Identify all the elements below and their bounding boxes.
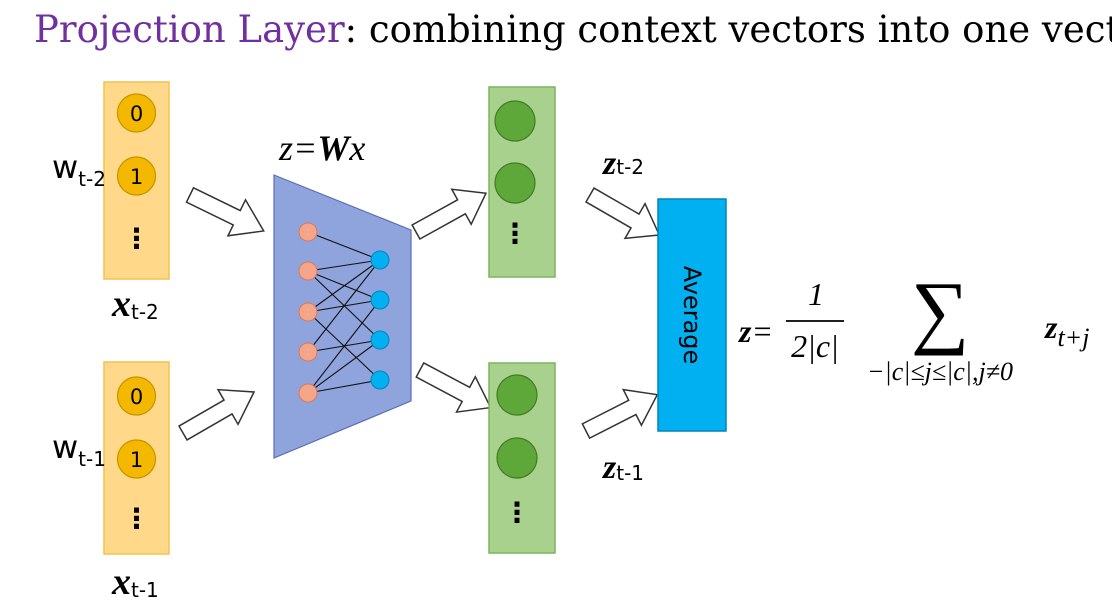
projection-connections: [307, 231, 381, 394]
output-ellipsis: ⋮: [503, 496, 531, 529]
projection-output-node: [370, 370, 390, 390]
input-vector-2: 0 1 ⋮: [103, 361, 170, 555]
input-node-1: [116, 156, 157, 196]
formula-denominator: 2|c|: [791, 328, 839, 364]
page-title: Projection Layer: combining context vect…: [34, 8, 1112, 51]
title-rest: : combining context vectors into one vec…: [344, 8, 1112, 51]
arrow-input1-to-projection: [185, 186, 265, 237]
average-label: Average: [678, 266, 706, 365]
output-vector-label-2: zt-1: [602, 449, 644, 486]
input-node-label: 1: [130, 165, 143, 189]
input-node-label: 0: [130, 102, 143, 126]
projection-input-node: [298, 261, 318, 281]
input-vector-label-1: xt-2: [111, 283, 159, 325]
arrow-output2-to-average: [581, 388, 659, 440]
input-node-1: [116, 439, 157, 479]
projection-output-node: [370, 290, 390, 310]
input-vector-label-2: xt-1: [111, 561, 159, 603]
input-vector-1: 0 1 ⋮: [103, 81, 170, 280]
input-node-label: 1: [130, 448, 143, 472]
output-vector-label-1: zt-2: [602, 145, 644, 182]
input-node-0: [116, 93, 157, 133]
arrow-projection-to-output2: [415, 361, 492, 414]
projection-layer: [273, 174, 412, 459]
block-arrow-icon: [177, 388, 256, 441]
formula-numerator: 1: [808, 276, 824, 312]
input-node-0: [116, 376, 157, 416]
input-ellipsis: ⋮: [123, 222, 151, 255]
projection-input-node: [298, 302, 318, 322]
block-arrow-icon: [411, 188, 488, 241]
average-box: [657, 198, 727, 432]
block-arrow-icon: [415, 361, 492, 414]
projection-trapezoid: [273, 174, 412, 459]
formula-limits: −|c|≤j≤|c|,j≠0: [867, 357, 1013, 386]
projection-output-node: [370, 250, 390, 270]
projection-input-node: [298, 383, 318, 403]
output-node: [496, 437, 538, 479]
projection-output-node: [370, 330, 390, 350]
output-vector-1: ⋮: [488, 86, 556, 278]
sigma-icon: ∑: [911, 265, 969, 356]
average-formula: z= 1 2|c| ∑ −|c|≤j≤|c|,j≠0 zt+j: [738, 265, 1089, 386]
block-arrow-icon: [584, 187, 661, 240]
arrow-output1-to-average: [584, 187, 661, 240]
arrow-input2-to-projection: [177, 388, 256, 441]
projection-input-node: [298, 222, 318, 242]
output-vector-2: ⋮: [488, 362, 556, 554]
title-highlight: Projection Layer: [34, 8, 345, 51]
word-label-2: wt-1: [52, 428, 106, 471]
formula-term: zt+j: [1044, 309, 1089, 352]
output-node: [494, 162, 536, 204]
block-arrow-icon: [581, 388, 659, 440]
output-ellipsis: ⋮: [501, 217, 529, 250]
input-ellipsis: ⋮: [123, 502, 151, 535]
output-node: [494, 100, 536, 142]
block-arrow-icon: [185, 186, 265, 237]
arrow-projection-to-output1: [411, 188, 488, 241]
average-block: Average: [657, 198, 727, 432]
word-label-1: wt-2: [52, 148, 106, 191]
input-node-label: 0: [130, 385, 143, 409]
projection-equation: z=Wx: [278, 128, 365, 168]
output-node: [496, 374, 538, 416]
projection-input-node: [298, 342, 318, 362]
formula-lhs: z=: [738, 313, 773, 349]
